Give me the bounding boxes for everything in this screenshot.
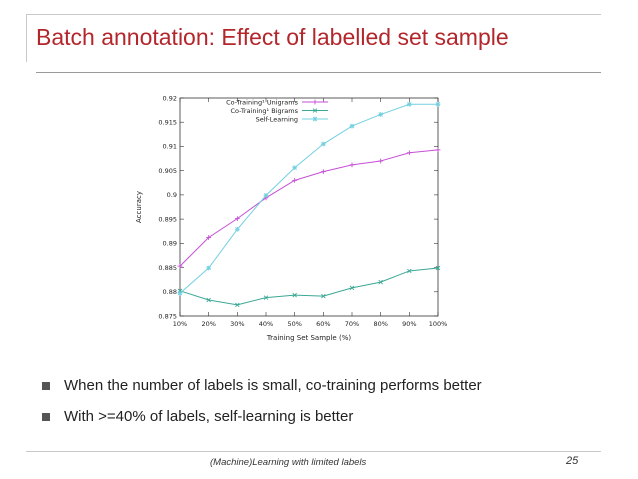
data-point [292,165,298,171]
y-tick-label: 0.905 [158,167,177,175]
bullet-square-icon [42,382,50,390]
data-point [234,226,240,232]
slide-title: Batch annotation: Effect of labelled set… [36,24,509,50]
data-point [435,147,441,153]
data-point [349,123,355,129]
bullet-square-icon [42,413,50,421]
title-underline [36,72,601,73]
y-tick-label: 0.875 [158,312,177,320]
y-tick-label: 0.89 [163,240,177,248]
legend-marker [312,99,318,105]
legend-label: Co-Training¹ Unigrams [226,98,299,106]
data-point [321,293,326,299]
x-tick-label: 90% [402,320,416,328]
data-point [435,265,441,271]
data-point [378,279,383,285]
data-point [407,268,412,274]
y-tick-label: 0.92 [163,94,177,102]
data-point [206,297,211,303]
series-layer [177,101,441,308]
y-tick-label: 0.9 [167,191,177,199]
footer-text: (Machine)Learning with limited labels [210,457,367,468]
legend-marker [312,108,318,113]
footer-rule [26,451,601,452]
page-number: 25 [566,455,579,467]
series-1 [177,265,441,308]
data-point [206,235,212,240]
plot-frame [179,97,439,317]
data-point [349,162,355,168]
data-point [435,101,441,107]
series-2 [177,101,441,296]
y-tick-label: 0.895 [158,215,177,223]
x-tick-label: 40% [259,320,273,328]
data-point [320,141,326,147]
data-point [234,216,240,222]
data-point [206,265,212,271]
data-point [263,192,269,198]
series-0 [177,147,441,269]
bullet-text: With >=40% of labels, self-learning is b… [64,408,354,425]
data-point [177,290,183,296]
y-axis-ticks: 0.875 0.88 0.885 0.89 0.895 0.9 0.905 0.91 0.915… [158,94,438,320]
accuracy-line-chart: 0.875 0.88 0.885 0.89 0.895 0.9 0.905 0.91 0.915… [135,94,448,342]
data-point [263,295,269,300]
series-line [179,267,439,306]
series-line [179,149,439,267]
legend-label: Co-Training¹ Bigrams [231,107,299,115]
x-axis-ticks: 10% 20% 30% 40% 50% 60% 70% 80% 90% 100% [173,98,448,328]
data-point [320,169,326,175]
data-point [292,177,298,183]
data-point [349,285,355,291]
x-tick-label: 70% [345,320,359,328]
series-line [179,103,438,294]
data-point [378,112,384,117]
x-axis-label: Training Set Sample (%) [266,334,351,342]
data-point [292,292,297,298]
y-tick-label: 0.88 [163,288,177,296]
x-tick-label: 100% [429,320,448,328]
x-tick-label: 20% [201,320,215,328]
x-tick-label: 60% [316,320,330,328]
y-tick-label: 0.91 [163,143,177,151]
y-tick-label: 0.885 [158,264,177,272]
x-tick-label: 10% [173,320,187,328]
y-axis-label: Accuracy [135,191,143,223]
data-point [406,150,412,156]
legend-label: Self-Learning [256,115,298,123]
left-rule [26,14,27,62]
data-point [177,263,183,269]
x-tick-label: 80% [373,320,387,328]
legend-marker [312,116,318,122]
data-point [378,158,384,164]
bullet-text: When the number of labels is small, co-t… [64,377,482,394]
x-tick-label: 30% [230,320,244,328]
top-rule [26,14,601,15]
x-tick-label: 50% [287,320,301,328]
data-point [406,101,412,107]
data-point [235,302,240,308]
y-tick-label: 0.915 [158,119,177,127]
